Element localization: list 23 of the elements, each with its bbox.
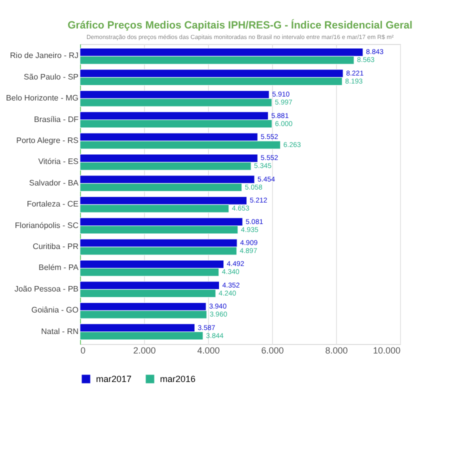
x-tick-label: 2.000 xyxy=(133,346,156,356)
y-tick-label: João Pessoa - PB xyxy=(14,284,78,294)
x-tick-label: 6.000 xyxy=(261,346,284,356)
y-tick-label: São Paulo - SP xyxy=(24,72,78,82)
y-tick-label: Fortaleza - CE xyxy=(26,200,78,209)
x-tick-label: 0 xyxy=(80,346,86,356)
x-tick-label: 10.000 xyxy=(372,346,400,356)
y-tick-label: Belo Horizonte - MG xyxy=(6,94,78,103)
y-tick-label: Belém - PA xyxy=(38,263,80,272)
y-tick-label: Brasília - DF xyxy=(34,114,79,124)
legend-label: mar2016 xyxy=(160,374,196,384)
y-tick-label: Florianópolis - SC xyxy=(14,220,79,230)
y-tick-label: Natal - RN xyxy=(41,326,79,336)
y-tick-label: Rio de Janeiro - RJ xyxy=(10,51,78,60)
y-tick-label: Salvador - BA xyxy=(29,178,80,188)
y-tick-label: Porto Alegre - RS xyxy=(16,136,78,145)
y-tick-label: Vitória - ES xyxy=(38,157,78,166)
legend-label: mar2017 xyxy=(96,374,132,384)
y-tick-label: Curitiba - PR xyxy=(32,242,79,252)
chart-title: Gráfico Preços Medios Capitais IPH/RES-G - Índice Residencial Geral xyxy=(68,18,413,32)
y-tick-label: Goiânia - GO xyxy=(31,306,78,315)
x-tick-label: 4.000 xyxy=(197,346,220,356)
x-tick-label: 8.000 xyxy=(325,346,348,356)
